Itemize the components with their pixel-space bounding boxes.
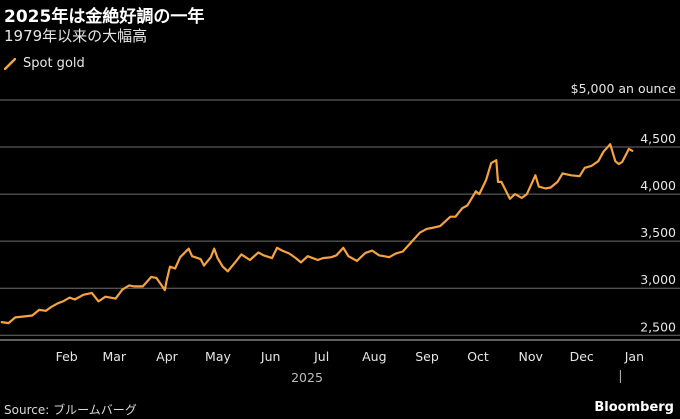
x-tick-label: Feb (56, 349, 78, 364)
y-tick-label: 4,500 (640, 131, 676, 146)
bloomberg-logo: Bloomberg (594, 400, 674, 415)
x-tick-label: Dec (570, 349, 594, 364)
y-tick-label: 2,500 (640, 319, 676, 334)
x-tick-label: Oct (467, 349, 489, 364)
x-tick-label: Jun (260, 349, 281, 364)
source-note: Source: ブルームバーグ (4, 403, 137, 417)
x-tick-label: Jan (624, 349, 644, 364)
legend: Spot gold (4, 56, 85, 71)
x-tick-label: Nov (519, 349, 544, 364)
y-tick-label: 3,500 (640, 225, 676, 240)
series-line-spot-gold (0, 143, 634, 325)
x-tick-label: Aug (362, 349, 386, 364)
x-tick-label: Sep (415, 349, 439, 364)
x-tick-label: Apr (156, 349, 178, 364)
chart-subtitle: 1979年以来の大幅高 (4, 27, 148, 45)
grid-lines: 2,500 3,000 3,500 4,000 4,500 (0, 99, 680, 336)
x-tick-label: Mar (102, 349, 126, 364)
x-tick-label: May (205, 349, 231, 364)
y-tick-label: 4,000 (640, 178, 676, 193)
chart-title: 2025年は金絶好調の一年 (4, 7, 205, 27)
x-tick-label: Jul (313, 349, 329, 364)
y-axis-unit-label: $5,000 an ounce (571, 81, 677, 96)
legend-label-spot-gold: Spot gold (23, 56, 85, 71)
y-tick-label: 3,000 (640, 272, 676, 287)
x-axis-year-label: 2025 (291, 370, 323, 385)
x-axis: Feb Mar Apr May Jun Jul Aug Sep Oct Nov Dec Jan (0, 339, 680, 383)
legend-swatch-spot-gold (4, 57, 16, 70)
